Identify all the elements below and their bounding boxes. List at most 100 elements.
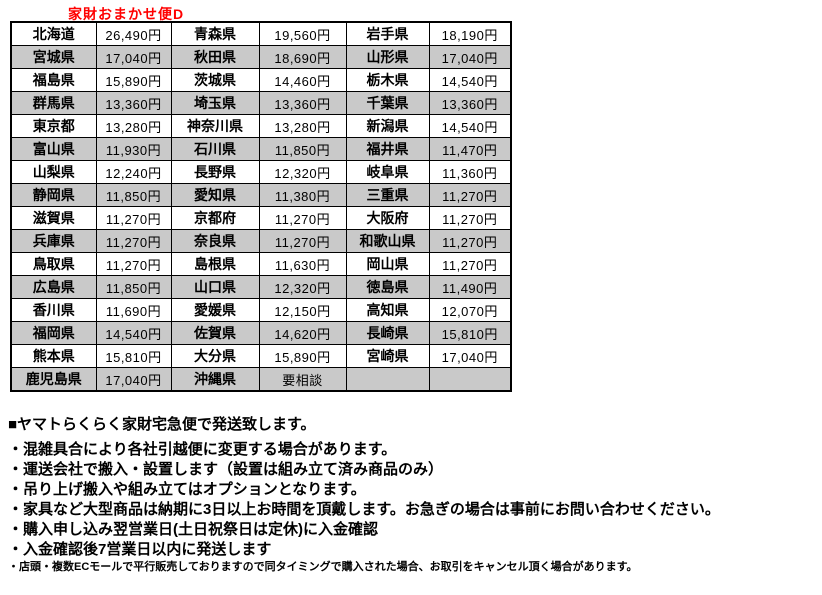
note-line: ・吊り上げ搬入や組み立てはオプションとなります。 [8,481,366,498]
table-row: 群馬県 13,360円 埼玉県 13,360円 千葉県 13,360円 [10,91,512,115]
price-cell: 11,850円 [95,275,172,299]
prefecture-cell: 千葉県 [345,91,430,115]
table-row: 福岡県 14,540円 佐賀県 14,620円 長崎県 15,810円 [10,321,512,345]
prefecture-cell: 岩手県 [345,21,430,46]
prefecture-cell: 茨城県 [170,68,260,92]
prefecture-cell: 広島県 [10,275,97,299]
price-cell [428,367,512,392]
price-cell: 14,540円 [428,68,512,92]
price-cell: 14,620円 [258,321,347,345]
price-cell: 11,850円 [258,137,347,161]
prefecture-cell: 長崎県 [345,321,430,345]
table-row: 香川県 11,690円 愛媛県 12,150円 高知県 12,070円 [10,298,512,322]
price-cell: 12,240円 [95,160,172,184]
prefecture-cell: 山梨県 [10,160,97,184]
prefecture-cell: 三重県 [345,183,430,207]
price-cell: 11,380円 [258,183,347,207]
prefecture-cell: 宮崎県 [345,344,430,368]
prefecture-cell: 高知県 [345,298,430,322]
prefecture-cell: 神奈川県 [170,114,260,138]
prefecture-cell: 愛知県 [170,183,260,207]
price-cell: 14,460円 [258,68,347,92]
prefecture-cell: 愛媛県 [170,298,260,322]
price-cell: 11,690円 [95,298,172,322]
price-cell: 15,890円 [95,68,172,92]
price-cell: 17,040円 [95,367,172,392]
price-cell: 15,890円 [258,344,347,368]
price-cell: 17,040円 [428,344,512,368]
price-cell: 17,040円 [428,45,512,69]
price-cell: 13,280円 [95,114,172,138]
table-row: 山梨県 12,240円 長野県 12,320円 岐阜県 11,360円 [10,160,512,184]
prefecture-cell: 沖縄県 [170,367,260,392]
price-cell: 15,810円 [428,321,512,345]
prefecture-cell: 石川県 [170,137,260,161]
table-row: 広島県 11,850円 山口県 12,320円 徳島県 11,490円 [10,275,512,299]
table-row: 東京都 13,280円 神奈川県 13,280円 新潟県 14,540円 [10,114,512,138]
prefecture-cell: 兵庫県 [10,229,97,253]
price-cell: 11,270円 [428,252,512,276]
prefecture-cell: 奈良県 [170,229,260,253]
price-cell: 11,270円 [95,252,172,276]
price-cell: 17,040円 [95,45,172,69]
price-cell: 11,270円 [428,229,512,253]
prefecture-cell: 山形県 [345,45,430,69]
prefecture-cell: 新潟県 [345,114,430,138]
prefecture-cell: 香川県 [10,298,97,322]
price-cell: 11,360円 [428,160,512,184]
table-row: 北海道 26,490円 青森県 19,560円 岩手県 18,190円 [10,21,512,46]
price-cell: 18,690円 [258,45,347,69]
shipping-notes-list: ・混雑具合により各社引越便に変更する場合があります。 ・運送会社で搬入・設置しま… [8,440,720,560]
prefecture-cell: 静岡県 [10,183,97,207]
prefecture-cell: 大分県 [170,344,260,368]
prefecture-cell: 鳥取県 [10,252,97,276]
prefecture-cell: 京都府 [170,206,260,230]
price-cell: 13,360円 [95,91,172,115]
price-cell: 11,850円 [95,183,172,207]
note-line: ・運送会社で搬入・設置します（設置は組み立て済み商品のみ） [8,461,444,478]
price-cell: 18,190円 [428,21,512,46]
prefecture-cell: 青森県 [170,21,260,46]
note-line: ・家具など大型商品は納期に3日以上お時間を頂戴します。お急ぎの場合は事前にお問い… [8,501,720,518]
table-row: 富山県 11,930円 石川県 11,850円 福井県 11,470円 [10,137,512,161]
price-cell: 11,270円 [258,229,347,253]
price-cell: 12,320円 [258,275,347,299]
prefecture-cell: 福島県 [10,68,97,92]
shipping-fee-table: 北海道 26,490円 青森県 19,560円 岩手県 18,190円 宮城県 … [10,21,512,392]
price-cell: 要相談 [258,367,347,392]
prefecture-cell: 福岡県 [10,321,97,345]
prefecture-cell: 徳島県 [345,275,430,299]
table-row: 滋賀県 11,270円 京都府 11,270円 大阪府 11,270円 [10,206,512,230]
price-cell: 11,470円 [428,137,512,161]
prefecture-cell: 富山県 [10,137,97,161]
price-cell: 13,360円 [428,91,512,115]
table-row: 熊本県 15,810円 大分県 15,890円 宮崎県 17,040円 [10,344,512,368]
table-row: 静岡県 11,850円 愛知県 11,380円 三重県 11,270円 [10,183,512,207]
price-cell: 11,490円 [428,275,512,299]
table-row: 福島県 15,890円 茨城県 14,460円 栃木県 14,540円 [10,68,512,92]
prefecture-cell: 群馬県 [10,91,97,115]
note-line: ・混雑具合により各社引越便に変更する場合があります。 [8,441,397,458]
price-cell: 11,270円 [95,206,172,230]
price-cell: 11,270円 [428,183,512,207]
price-cell: 13,360円 [258,91,347,115]
note-line: ・入金確認後7営業日以内に発送します [8,541,272,558]
price-cell: 14,540円 [428,114,512,138]
price-cell: 11,930円 [95,137,172,161]
prefecture-cell: 大阪府 [345,206,430,230]
shipping-notes-heading: ■ヤマトらくらく家財宅急便で発送致します。 [8,416,316,433]
table-row: 鹿児島県 17,040円 沖縄県 要相談 [10,367,512,392]
table-row: 兵庫県 11,270円 奈良県 11,270円 和歌山県 11,270円 [10,229,512,253]
prefecture-cell [345,367,430,392]
price-cell: 12,320円 [258,160,347,184]
prefecture-cell: 埼玉県 [170,91,260,115]
price-cell: 12,070円 [428,298,512,322]
note-line: ・購入申し込み翌営業日(土日祝祭日は定休)に入金確認 [8,521,378,538]
prefecture-cell: 長野県 [170,160,260,184]
prefecture-cell: 北海道 [10,21,97,46]
prefecture-cell: 岡山県 [345,252,430,276]
prefecture-cell: 熊本県 [10,344,97,368]
service-title: 家財おまかせ便D [68,6,185,22]
prefecture-cell: 和歌山県 [345,229,430,253]
table-row: 宮城県 17,040円 秋田県 18,690円 山形県 17,040円 [10,45,512,69]
